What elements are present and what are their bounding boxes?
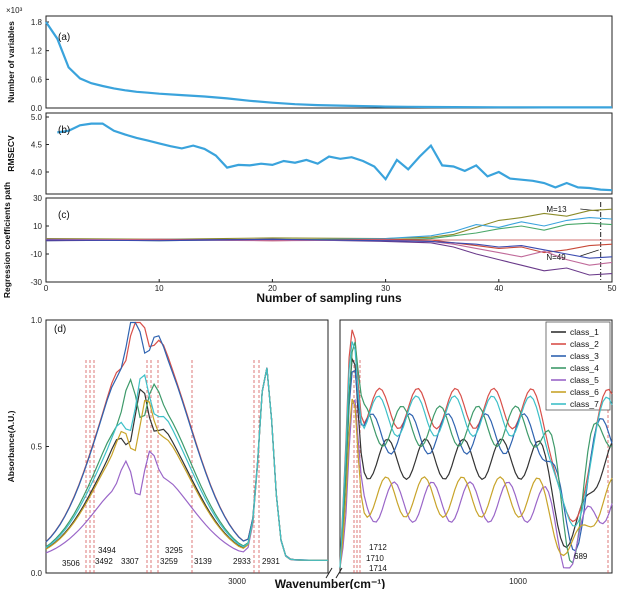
panel-d-annotation-2931: 2931 <box>262 557 280 566</box>
panel-d-annotation-3492: 3492 <box>95 557 113 566</box>
panel-d-annotation-1714: 1714 <box>369 564 387 573</box>
panel-a-ytick-label: 0.0 <box>31 104 43 113</box>
panel-d-left-spectrum-7 <box>45 367 328 561</box>
panel-d-ytick-label: 0.5 <box>31 443 43 452</box>
panel-d-right-spectrum-6 <box>339 398 613 568</box>
panel-b-ytick-label: 4.5 <box>31 141 43 150</box>
panel-d-ytick-label: 0.0 <box>31 569 43 578</box>
panel-c-xtick-label: 0 <box>44 284 49 293</box>
panel-c-series-1 <box>45 208 613 240</box>
panel-c-ytick-label: -10 <box>30 250 42 259</box>
panel-c-series-7 <box>45 238 613 259</box>
panel-d-axis-break-mark <box>335 567 343 579</box>
legend-label-class_7: class_7 <box>570 399 599 409</box>
panel-c-ytick-label: 10 <box>33 222 42 231</box>
panel-c-series-6 <box>45 238 613 266</box>
panel-c-xtick-label: 30 <box>381 284 390 293</box>
legend-label-class_4: class_4 <box>570 363 599 373</box>
panel-a-label: (a) <box>58 32 70 43</box>
panel-d-axis-break-mark <box>325 567 333 579</box>
panel-d-annotation-1710: 1710 <box>366 554 384 563</box>
panel-c-annotation-m: M=13 <box>546 205 567 214</box>
panel-d-annotation-689: 689 <box>574 552 588 561</box>
legend-label-class_6: class_6 <box>570 387 599 397</box>
panel-c-ytick-label: -30 <box>30 278 42 287</box>
panel-b-line <box>57 122 613 192</box>
panel-d-annotation-1712: 1712 <box>369 543 387 552</box>
panel-b-ytick-label: 5.0 <box>31 113 43 122</box>
panel-a-ytick-label: 1.8 <box>31 18 43 27</box>
panel-b-ylabel: RMSECV <box>6 135 16 172</box>
panel-c-xtick-label: 50 <box>608 284 617 293</box>
panel-d-right-spectrum-5 <box>339 398 613 569</box>
panel-d-legend <box>545 321 611 411</box>
panel-c-annotation-n: N=49 <box>546 253 566 262</box>
panel-c-xtick-label: 20 <box>268 284 277 293</box>
panel-c-arrow-n <box>580 249 599 257</box>
panel-a-ylabel: Number of variables <box>6 21 16 103</box>
panel-c-series-2 <box>45 217 613 242</box>
legend-label-class_1: class_1 <box>570 327 599 337</box>
panel-d-axis-break-gap <box>329 567 339 579</box>
panel-d-right-frame <box>339 319 613 574</box>
panel-d-xlabel: Wavenumber(cm⁻¹) <box>275 577 386 589</box>
panel-a-line <box>45 21 612 109</box>
panel-d-annotation-3307: 3307 <box>121 557 139 566</box>
panel-a-ytick-label: 1.2 <box>31 47 43 56</box>
panel-d-ytick-label: 1.0 <box>31 316 43 325</box>
panel-b-frame <box>45 112 613 195</box>
panel-d-label: (d) <box>54 324 66 335</box>
panel-d-annotation-3139: 3139 <box>194 557 212 566</box>
panel-c-xtick-label: 40 <box>494 284 503 293</box>
panel-c-xtick-label: 10 <box>155 284 164 293</box>
panel-d-annotation-2933: 2933 <box>233 557 251 566</box>
panel-d-annotation-3494: 3494 <box>98 546 116 555</box>
legend-label-class_5: class_5 <box>570 375 599 385</box>
panel-c-ylabel: Regression coefficients path <box>2 182 12 298</box>
panel-b-label: (b) <box>58 125 70 136</box>
panel-c-label: (c) <box>58 210 70 221</box>
panel-a-ytick-label: 0.6 <box>31 75 43 84</box>
panel-a-frame <box>45 15 613 109</box>
panel-d-ylabel: Absorbance(A.U.) <box>6 410 16 482</box>
legend-label-class_3: class_3 <box>570 351 599 361</box>
panel-d-right-spectrum-4 <box>339 341 613 568</box>
panel-d-xtick-label-right: 1000 <box>509 577 527 586</box>
legend-label-class_2: class_2 <box>570 339 599 349</box>
panel-a-multiplier: ×10³ <box>6 6 23 15</box>
panel-c-xlabel: Number of sampling runs <box>256 291 402 305</box>
panel-d-annotation-3506: 3506 <box>62 559 80 568</box>
panel-d-annotation-3295: 3295 <box>165 546 183 555</box>
panel-d-xtick-label-left: 3000 <box>228 577 246 586</box>
panel-d-right-spectrum-7 <box>339 341 613 568</box>
panel-c-ytick-label: 30 <box>33 194 42 203</box>
panel-b-ytick-label: 4.0 <box>31 168 43 177</box>
panel-d-annotation-3259: 3259 <box>160 557 178 566</box>
